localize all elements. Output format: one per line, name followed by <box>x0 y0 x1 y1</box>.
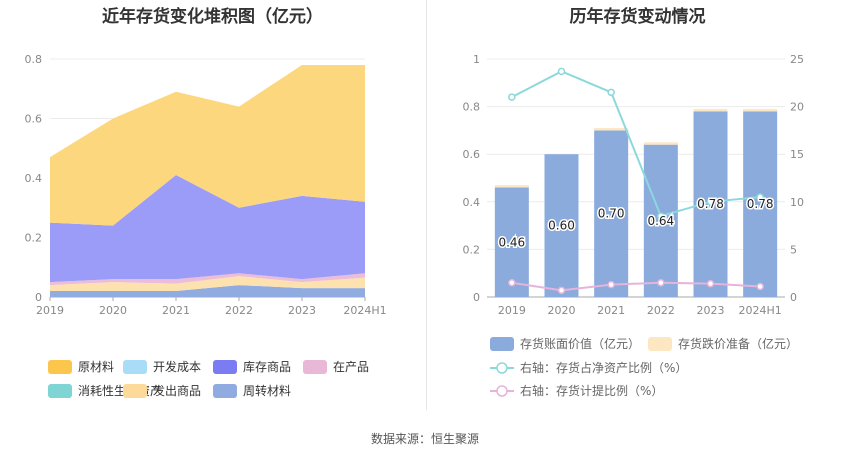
x-tick-label: 2020 <box>548 304 576 317</box>
data-source: 数据来源：恒生聚源 <box>370 432 479 446</box>
x-tick-label: 2019 <box>498 304 526 317</box>
y2-tick-label: 25 <box>790 53 804 66</box>
x-tick-label: 2023 <box>288 304 316 317</box>
legend-label: 开发成本 <box>153 359 201 374</box>
bar-data-label: 0.46 <box>498 235 525 249</box>
series-point <box>657 278 665 287</box>
legend-label: 库存商品 <box>243 359 291 374</box>
y-tick-label: 0.8 <box>463 101 481 114</box>
x-tick-label: 2022 <box>225 304 253 317</box>
x-tick-label: 2020 <box>99 304 127 317</box>
legend-label: 存货账面价值（亿元） <box>520 336 640 351</box>
bar-data-label: 0.60 <box>548 219 575 233</box>
y2-tick-label: 5 <box>790 243 797 256</box>
y-tick-label: 0.4 <box>25 172 43 185</box>
legend-label: 右轴：存货占净资产比例（%） <box>520 360 687 375</box>
series-point <box>557 67 566 76</box>
y-tick-label: 0.2 <box>25 232 43 245</box>
right-chart-title: 历年存货变动情况 <box>569 7 706 27</box>
bar-top <box>643 142 678 145</box>
y-tick-label: 0 <box>473 291 480 304</box>
bar-top <box>494 185 529 188</box>
legend-label: 原材料 <box>78 360 114 374</box>
legend-label: 右轴：存货计提比例（%） <box>520 383 663 398</box>
legend-label: 发出商品 <box>153 383 201 398</box>
x-tick-label: 2024H1 <box>343 304 386 317</box>
legend-swatch <box>648 337 672 351</box>
x-tick-label: 2023 <box>697 304 725 317</box>
legend-swatch <box>303 360 327 374</box>
legend-label: 在产品 <box>333 360 369 374</box>
bar-data-label: 0.78 <box>747 197 774 211</box>
x-tick-label: 2021 <box>162 304 190 317</box>
bar <box>743 111 778 297</box>
legend-swatch <box>123 384 147 398</box>
legend-marker <box>496 362 508 374</box>
legend-marker <box>496 385 508 397</box>
bar <box>544 154 579 297</box>
bar-top <box>693 108 728 112</box>
y-tick-label: 1 <box>473 53 480 66</box>
legend-swatch <box>490 337 514 351</box>
series-line <box>511 70 761 218</box>
area-发出商品 <box>50 276 365 292</box>
series-point <box>607 88 615 97</box>
bar <box>594 130 629 297</box>
y-tick-label: 0.8 <box>25 53 43 66</box>
x-tick-label: 2021 <box>597 304 625 317</box>
bar <box>494 187 529 297</box>
y2-tick-label: 20 <box>790 101 804 114</box>
y2-tick-label: 0 <box>790 291 797 304</box>
y2-tick-label: 10 <box>790 196 804 209</box>
bar-data-label: 0.70 <box>598 207 625 221</box>
series-point <box>706 279 715 288</box>
series-point <box>657 212 665 220</box>
legend-swatch <box>213 360 237 374</box>
stacked-area-chart: 0 0.2 0.4 0.6 0.8 2019 2020 2021 2022 2023 2024H1 原… <box>25 53 387 398</box>
legend-swatch <box>213 384 237 398</box>
area-在产品 <box>50 273 365 286</box>
legend-swatch <box>48 384 72 398</box>
y-tick-label: 0.2 <box>463 243 481 256</box>
y-tick-label: 0 <box>35 291 42 304</box>
bar-top <box>743 108 778 112</box>
legend-label: 周转材料 <box>243 383 291 398</box>
series-point <box>756 193 764 201</box>
series-point <box>756 282 764 291</box>
legend-swatch <box>48 360 72 374</box>
x-tick-label: 2024H1 <box>739 304 782 317</box>
y-tick-label: 0.6 <box>463 148 481 161</box>
x-tick-label: 2022 <box>647 304 675 317</box>
y2-tick-label: 15 <box>790 148 804 161</box>
bar <box>643 144 678 297</box>
series-point <box>508 278 516 287</box>
series-point <box>607 280 615 289</box>
panel-divider <box>426 0 427 410</box>
bar-data-label: 0.64 <box>647 214 674 228</box>
y-tick-label: 0.6 <box>25 113 43 126</box>
x-tick-label: 2019 <box>36 304 64 317</box>
left-chart-title: 近年存货变化堆积图（亿元） <box>102 7 323 27</box>
bar-data-label: 0.78 <box>697 197 724 211</box>
area-库存商品 <box>50 175 365 283</box>
series-point <box>557 286 566 295</box>
series-line <box>511 281 761 292</box>
series-point <box>508 93 516 101</box>
legend-label: 存货跌价准备（亿元） <box>678 336 798 351</box>
area-周转材料 <box>50 285 365 297</box>
bar-top <box>594 128 629 131</box>
area-原材料 <box>50 64 365 226</box>
y-tick-label: 0.4 <box>463 196 481 209</box>
legend-swatch <box>123 360 147 374</box>
series-point <box>706 198 715 206</box>
